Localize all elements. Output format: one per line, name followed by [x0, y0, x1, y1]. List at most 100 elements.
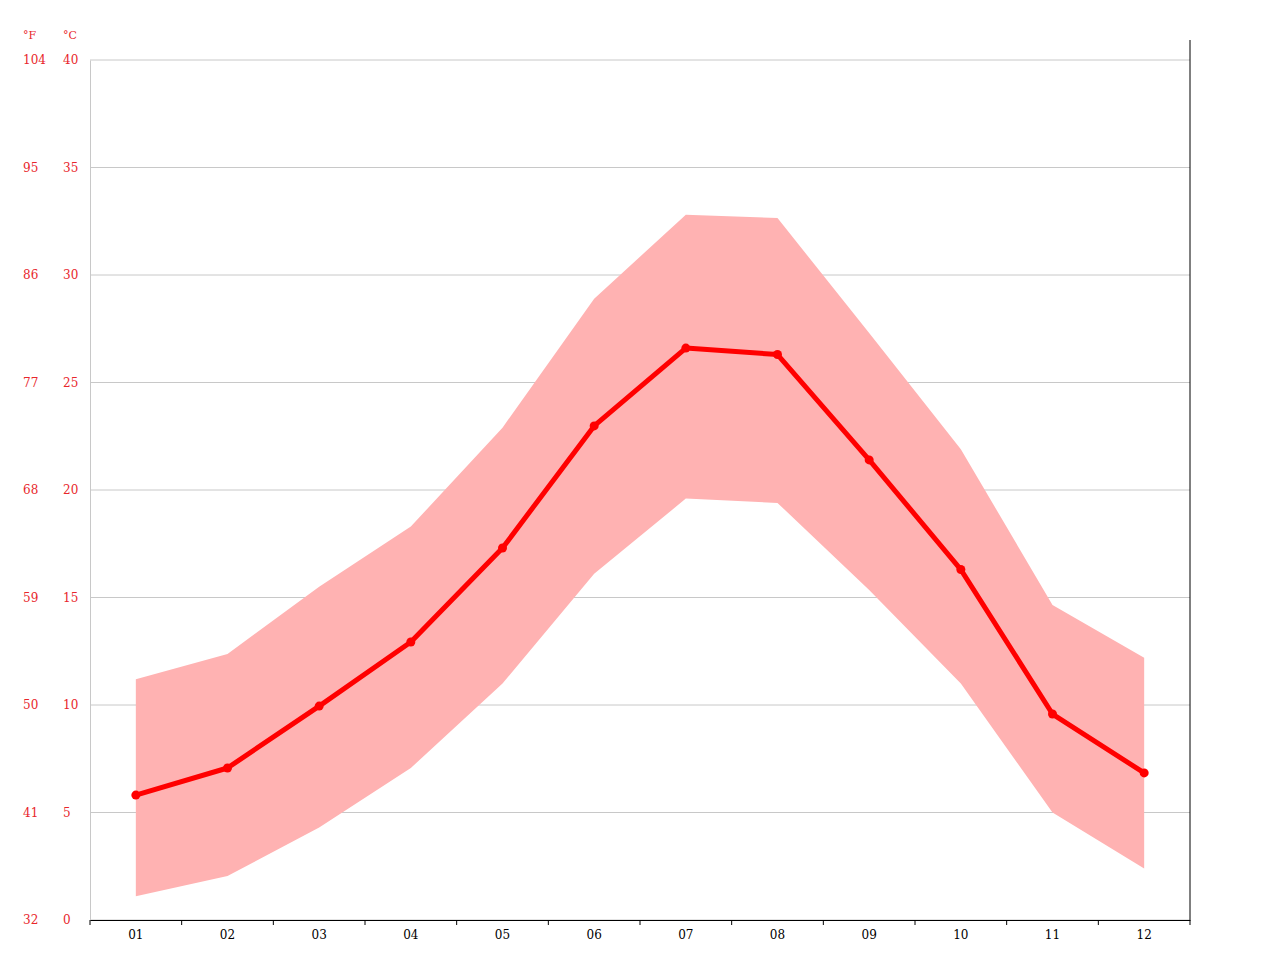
y2-tick-label: 32 [23, 913, 38, 927]
month-divider [1190, 920, 1191, 925]
mean-point [956, 565, 965, 574]
mean-point [590, 421, 599, 430]
mean-point [315, 702, 324, 711]
y-tick-label: 15 [63, 591, 78, 605]
month-divider [456, 920, 457, 925]
x-tick: 10 [953, 920, 968, 942]
y2-tick-label: 77 [23, 376, 38, 390]
grid [90, 60, 1190, 920]
mean-point [223, 763, 232, 772]
y-tick: 30 [63, 268, 90, 282]
y-tick: 5 [63, 806, 90, 820]
y-tick-label: 30 [63, 268, 78, 282]
x-tick-label: 09 [862, 928, 877, 942]
y2-tick: 32 [23, 913, 90, 927]
x-tick: 04 [403, 920, 419, 942]
y2-axis: 3241505968778695104 [23, 53, 91, 927]
y2-tick-label: 68 [23, 483, 38, 497]
y-tick: 15 [63, 591, 90, 605]
mean-line [136, 348, 1144, 795]
y2-tick: 41 [23, 806, 90, 820]
y-tick: 35 [63, 161, 90, 175]
mean-point [1140, 768, 1149, 777]
range-band [136, 215, 1144, 897]
month-divider [1098, 920, 1099, 925]
y-tick: 0 [63, 913, 90, 927]
mean-point [131, 791, 140, 800]
month-divider [731, 920, 732, 925]
mean-point [681, 344, 690, 353]
x-tick: 12 [1137, 920, 1152, 942]
grid-line [90, 60, 1190, 61]
x-tick: 07 [678, 920, 693, 942]
grid-line [90, 167, 1190, 168]
y-tick-label: 35 [63, 161, 78, 175]
mean-point [773, 350, 782, 359]
y-tick-label: 40 [63, 53, 78, 67]
y2-tick-label: 104 [23, 53, 46, 67]
month-divider [915, 920, 916, 925]
y2-tick-label: 41 [23, 806, 38, 820]
mean-point [406, 638, 415, 647]
y-tick-label: 5 [63, 806, 71, 820]
x-tick-label: 12 [1137, 928, 1152, 942]
y2-tick: 104 [23, 53, 90, 67]
month-divider [640, 920, 641, 925]
mean-point [1048, 710, 1057, 719]
x-tick-label: 01 [128, 928, 143, 942]
month-divider [823, 920, 824, 925]
x-tick-label: 07 [678, 928, 693, 942]
month-divider [181, 920, 182, 925]
mean-point [498, 544, 507, 553]
x-tick: 02 [220, 920, 235, 942]
y-tick-label: 25 [63, 376, 78, 390]
x-tick: 09 [862, 920, 877, 942]
month-divider [548, 920, 549, 925]
x-tick: 08 [770, 920, 785, 942]
x-tick: 03 [312, 920, 327, 942]
y2-tick-label: 95 [23, 161, 38, 175]
y2-tick: 77 [23, 376, 90, 390]
x-axis: 01 02 03 04 05 06 07 08 09 10 11 12 [91, 920, 1191, 942]
x-tick-label: 02 [220, 928, 235, 942]
month-divider [365, 920, 366, 925]
y-tick-label: 20 [63, 483, 78, 497]
y-tick: 10 [63, 698, 90, 712]
plot-area [131, 215, 1148, 897]
y2-tick-label: 50 [23, 698, 38, 712]
y2-tick: 68 [23, 483, 90, 497]
y2-axis-title: °F [23, 29, 37, 42]
month-divider [273, 920, 274, 925]
y-tick: 20 [63, 483, 90, 497]
y-axis-title: °C [63, 29, 77, 42]
y-tick: 40 [63, 53, 90, 67]
x-tick-label: 10 [953, 928, 968, 942]
x-tick-label: 04 [403, 928, 419, 942]
y2-tick: 50 [23, 698, 90, 712]
month-divider [90, 920, 91, 925]
x-tick-label: 08 [770, 928, 785, 942]
y-tick-label: 10 [63, 698, 78, 712]
y2-axis-line [90, 61, 91, 921]
y-tick-label: 0 [63, 913, 71, 927]
month-divider [1006, 920, 1007, 925]
y-tick: 25 [63, 376, 90, 390]
x-tick-label: 11 [1045, 928, 1060, 942]
y2-tick: 86 [23, 268, 90, 282]
month-dividers [90, 920, 1190, 925]
y2-tick-label: 59 [23, 591, 38, 605]
x-tick-label: 05 [495, 928, 510, 942]
x-tick-label: 03 [312, 928, 327, 942]
y2-tick: 95 [23, 161, 90, 175]
x-tick: 01 [128, 920, 143, 942]
x-tick: 05 [495, 920, 510, 942]
x-tick: 11 [1045, 920, 1060, 942]
y-axis: 0 5 10 15 20 25 30 35 40 [63, 53, 91, 927]
y-axis-line [90, 61, 91, 921]
y2-tick: 59 [23, 591, 90, 605]
x-tick: 06 [587, 920, 602, 942]
mean-point [865, 455, 874, 464]
x-tick-label: 06 [587, 928, 602, 942]
y2-tick-label: 86 [23, 268, 38, 282]
right-frame [1190, 40, 1191, 920]
